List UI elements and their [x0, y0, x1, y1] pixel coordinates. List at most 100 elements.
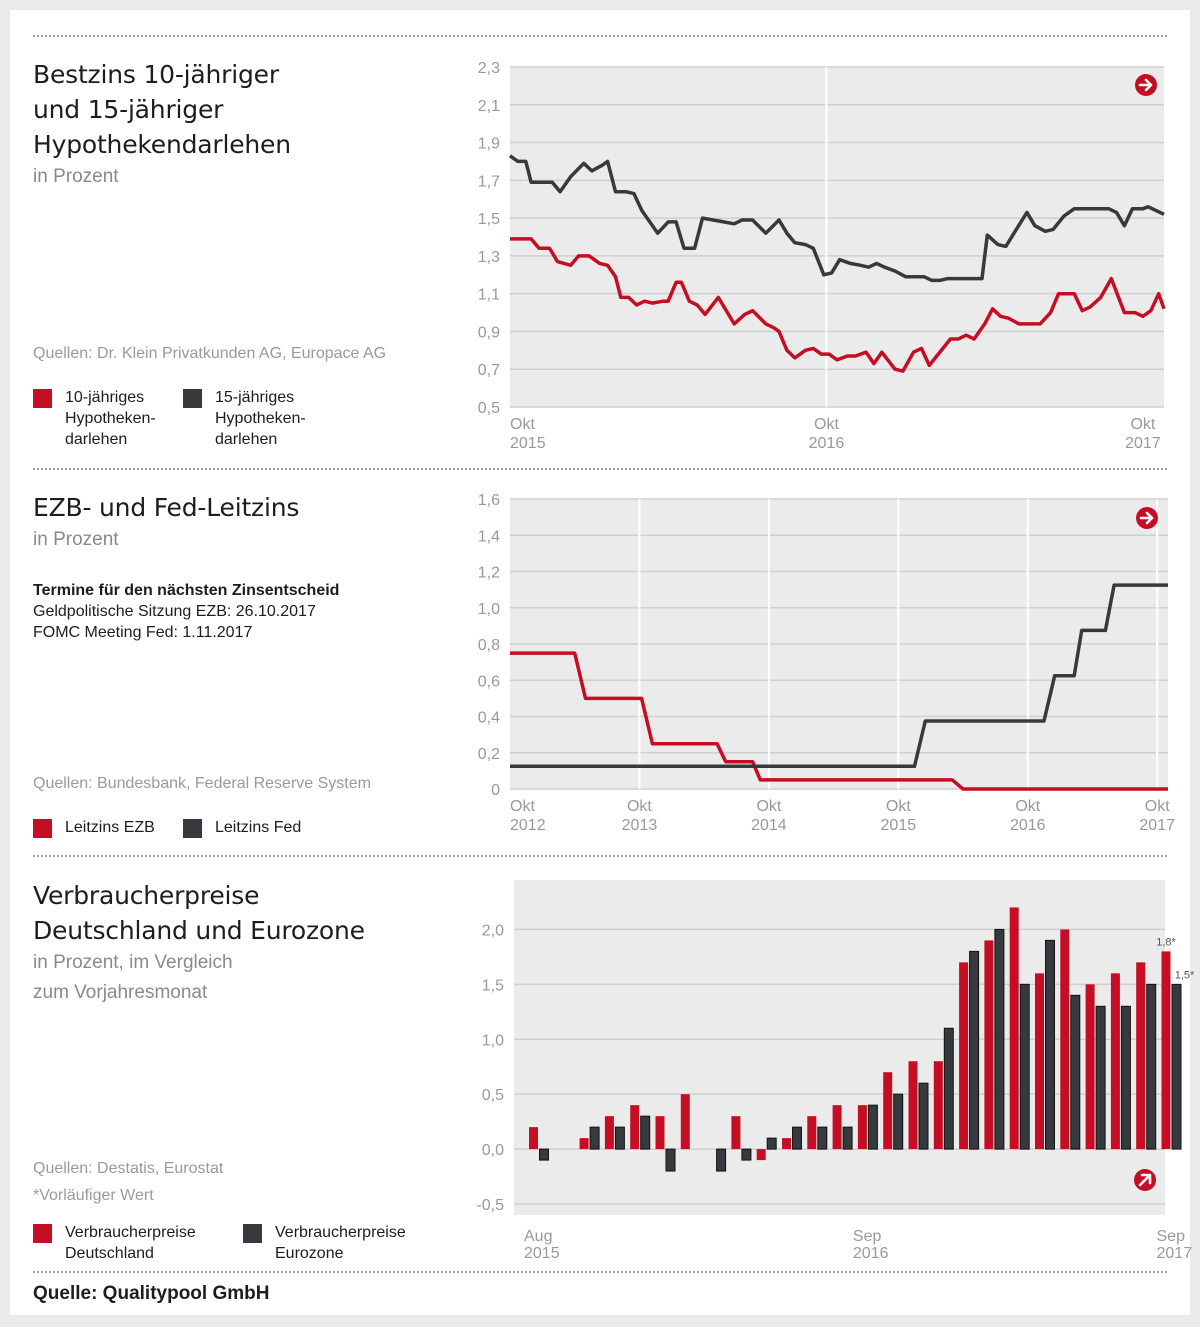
bar-eurozone	[1070, 994, 1081, 1150]
x-tick-line: 2012	[510, 817, 546, 834]
y-tick-label: 2,3	[478, 60, 500, 77]
y-tick-label: 0,6	[478, 673, 500, 690]
bar-eurozone	[867, 1104, 878, 1150]
x-tick-line: 2015	[881, 817, 917, 834]
bar-eurozone	[994, 928, 1005, 1150]
x-tick-line: Aug	[524, 1228, 552, 1245]
series-line-0	[510, 651, 1168, 791]
legend-label: Verbraucherpreise Eurozone	[275, 1224, 406, 1262]
bar-germany	[756, 1149, 766, 1161]
cpi-title: Verbraucherpreise Deutschland und Eurozo…	[33, 881, 365, 945]
bar-germany	[630, 1105, 640, 1150]
y-tick-label: 1,2	[478, 565, 500, 582]
x-tick-line: Okt	[1145, 798, 1170, 815]
x-tick-label: Okt 2012	[510, 798, 546, 834]
x-tick-label: Okt 2015	[881, 798, 917, 834]
legend-swatch-red	[33, 389, 52, 408]
x-tick-line: Okt	[814, 416, 839, 433]
rates-source: Quellen: Bundesbank, Federal Reserve Sys…	[33, 775, 371, 792]
legend-label: Leitzins Fed	[215, 819, 302, 836]
bar-eurozone	[943, 1027, 954, 1150]
rates-note-fed: FOMC Meeting Fed: 1.11.2017	[33, 624, 253, 641]
bar-eurozone	[1095, 1005, 1106, 1150]
bar-germany	[832, 1105, 842, 1150]
x-tick-line: Okt	[886, 798, 911, 815]
x-tick-label: Okt 2017	[1125, 416, 1161, 452]
arrow-up-right-icon	[1134, 1169, 1156, 1191]
x-tick-label: Aug 2015	[524, 1228, 560, 1262]
mortgage-subtitle: in Prozent	[33, 166, 119, 187]
x-tick-line: Okt	[627, 798, 652, 815]
y-tick-label: 1,7	[478, 173, 500, 190]
rates-note-heading: Termine für den nächsten Zinsentscheid	[33, 582, 340, 599]
bar-germany	[1136, 962, 1146, 1150]
x-tick-label: Okt 2016	[809, 416, 845, 452]
cpi-subtitle: in Prozent, im Vergleich zum Vorjahresmo…	[33, 952, 233, 1003]
legend-label: 15-jähriges Hypotheken- darlehen	[215, 389, 306, 448]
legend-swatch-dark	[183, 819, 202, 838]
series-line-1	[510, 583, 1168, 769]
bar-germany	[959, 962, 969, 1150]
plot-area	[510, 67, 1164, 407]
bar-germany	[1161, 951, 1171, 1150]
bar-germany	[579, 1138, 589, 1150]
bar-germany	[529, 1127, 538, 1150]
mortgage-source: Quellen: Dr. Klein Privatkunden AG, Euro…	[33, 345, 387, 362]
bar-eurozone	[640, 1115, 651, 1150]
y-tick-label: 0	[491, 782, 500, 799]
bar-eurozone	[893, 1093, 904, 1150]
bar-eurozone	[1019, 983, 1030, 1150]
bar-eurozone	[1171, 983, 1182, 1150]
mortgage-title: Bestzins 10-jähriger und 15-jähriger Hyp…	[33, 60, 291, 159]
x-tick-line: 2013	[622, 817, 658, 834]
x-tick-line: 2016	[853, 1245, 889, 1262]
bar-germany	[857, 1105, 867, 1150]
legend-swatch-red	[33, 1224, 52, 1243]
divider	[33, 1271, 1167, 1273]
x-tick-line: Sep	[853, 1228, 882, 1245]
y-tick-label: 1,6	[478, 492, 500, 509]
cpi-source: Quellen: Destatis, Eurostat	[33, 1160, 224, 1177]
arrow-glyph	[1138, 1173, 1152, 1187]
bar-eurozone	[1120, 1005, 1131, 1150]
rates-title: EZB- und Fed-Leitzins	[33, 493, 300, 522]
x-tick-line: Okt	[756, 798, 781, 815]
y-tick-label: 0,8	[478, 637, 500, 654]
cpi-legend: Verbraucherpreise Deutschland Verbrauche…	[33, 1222, 406, 1264]
x-tick-line: 2016	[809, 435, 845, 452]
mortgage-legend: 10-jähriges Hypotheken- darlehen 15-jähr…	[33, 387, 306, 450]
bar-eurozone	[1045, 939, 1055, 1150]
y-tick-label: 0,5	[478, 400, 500, 417]
legend-swatch-dark	[243, 1224, 262, 1243]
bar-eurozone	[716, 1148, 727, 1172]
bar-eurozone	[817, 1126, 828, 1150]
y-tick-label: 2,1	[478, 98, 500, 115]
x-tick-line: 2017	[1157, 1245, 1193, 1262]
x-tick-line: 2016	[1010, 817, 1046, 834]
bar-germany	[908, 1061, 918, 1150]
bar-germany	[604, 1116, 614, 1150]
x-tick-label: Okt 2015	[510, 416, 546, 452]
y-tick-label: 0,5	[482, 1087, 504, 1104]
divider	[33, 35, 1167, 37]
legend-item-eurozone: Verbraucherpreise Eurozone	[243, 1222, 406, 1264]
bar-germany	[1110, 973, 1120, 1150]
y-tick-label: -0,5	[476, 1197, 504, 1214]
bar-germany	[1060, 929, 1070, 1150]
y-tick-label: 1,0	[482, 1032, 504, 1049]
divider	[33, 855, 1167, 857]
x-tick-line: 2017	[1125, 435, 1161, 452]
bar-eurozone	[1146, 983, 1157, 1150]
series-line-0	[510, 237, 1166, 373]
y-tick-label: 1,1	[478, 287, 500, 304]
rates-subtitle: in Prozent	[33, 529, 119, 550]
bar-germany	[731, 1116, 741, 1150]
divider	[33, 468, 1167, 470]
bar-eurozone	[614, 1126, 625, 1150]
x-tick-line: 2015	[510, 435, 546, 452]
y-tick-label: 1,5	[482, 977, 504, 994]
legend-item-10y: 10-jähriges Hypotheken- darlehen	[33, 387, 163, 450]
x-tick-label: Okt 2016	[1010, 798, 1046, 834]
bar-germany	[1085, 984, 1095, 1150]
